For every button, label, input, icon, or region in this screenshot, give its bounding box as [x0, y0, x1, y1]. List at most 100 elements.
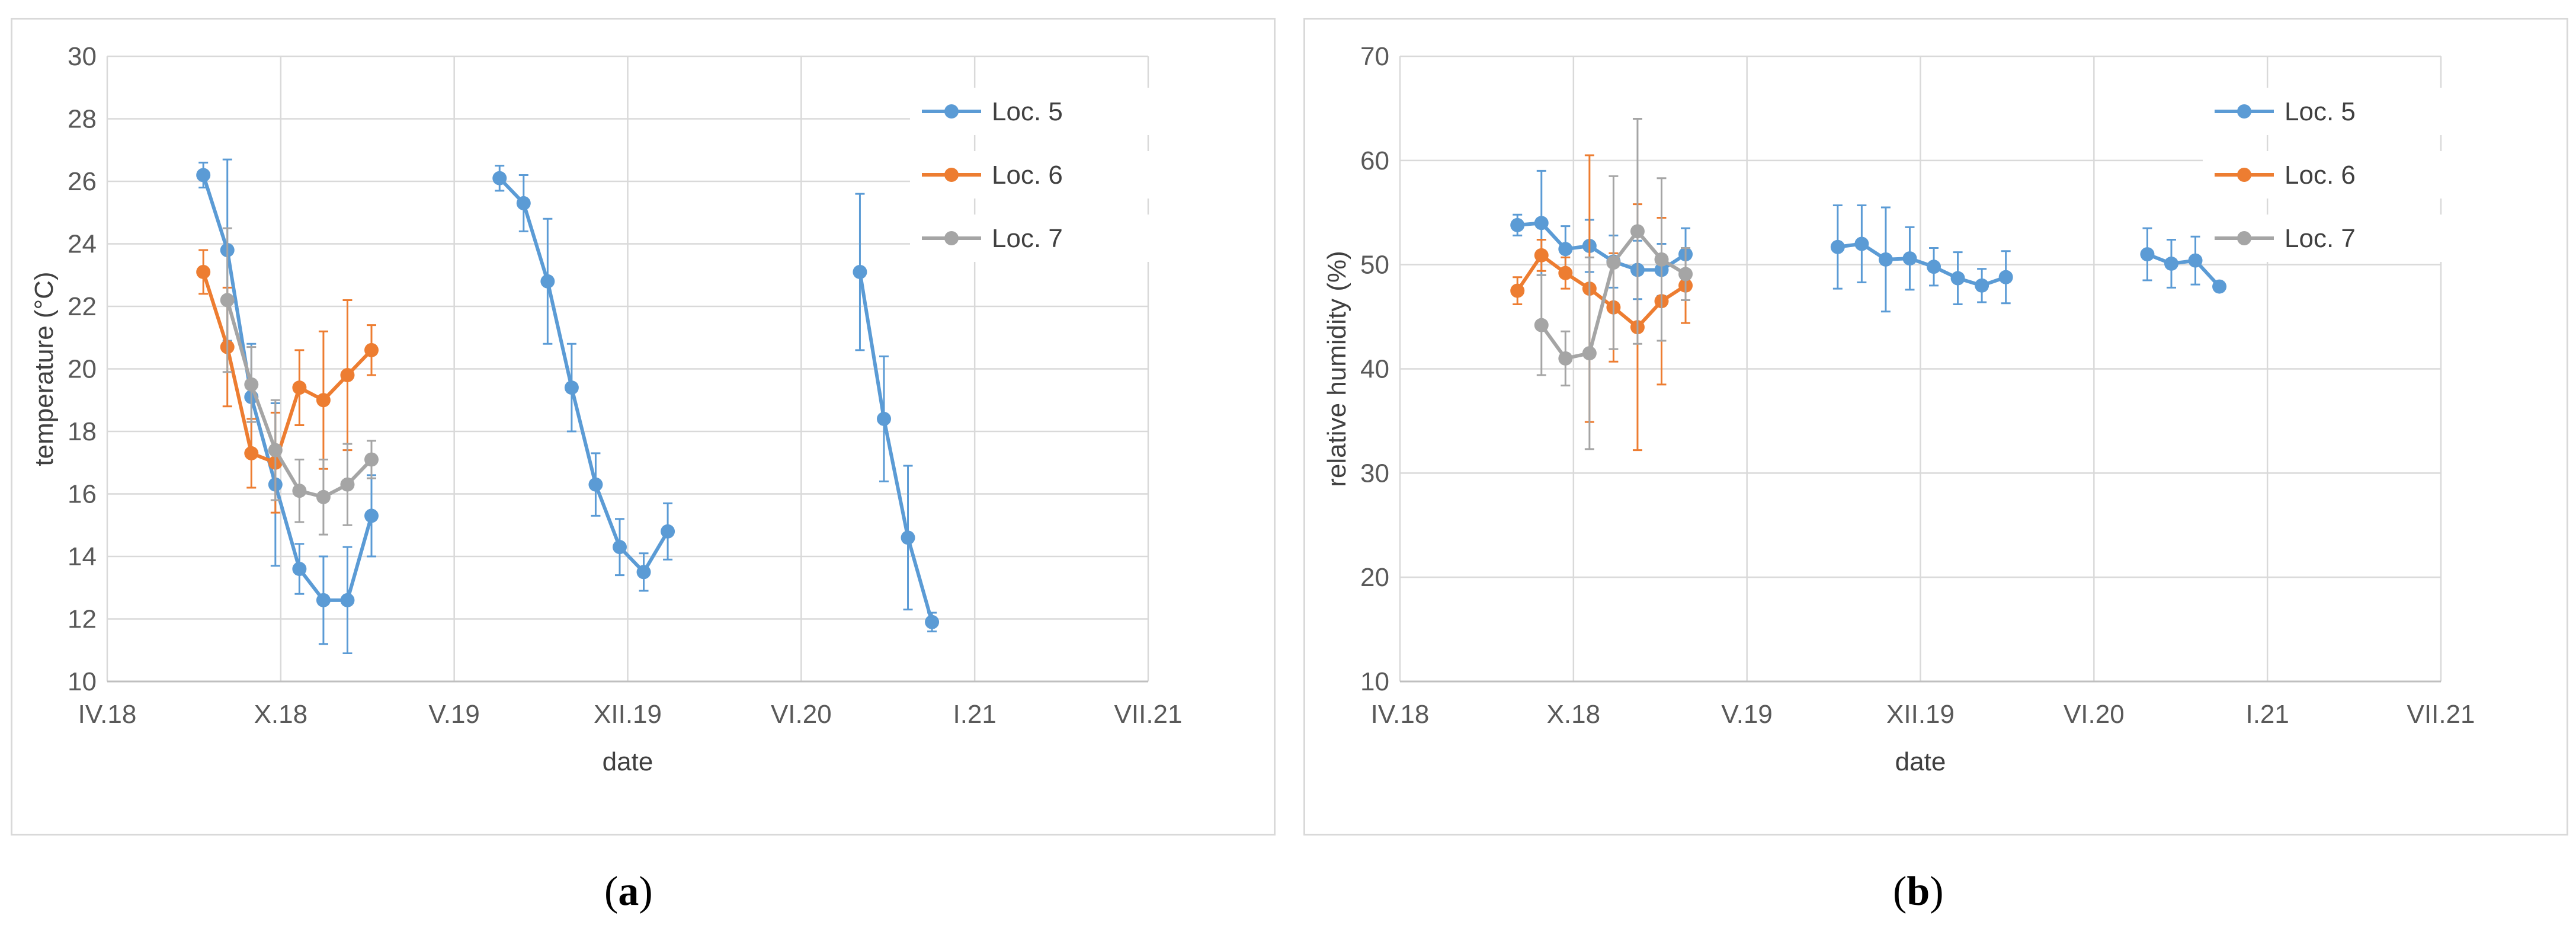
data-point: [2188, 253, 2203, 268]
legend-swatch-marker: [2237, 231, 2251, 245]
data-point: [1902, 251, 1917, 266]
x-tick-label: V.19: [428, 700, 479, 729]
data-point: [1975, 278, 1989, 293]
x-tick-label: VI.20: [2064, 700, 2125, 729]
data-point: [636, 565, 651, 580]
legend-item: Loc. 7: [910, 215, 1159, 262]
x-tick-label: VII.21: [2407, 700, 2475, 729]
data-point: [244, 377, 259, 392]
x-tick-label: X.18: [1547, 700, 1601, 729]
legend-swatch-marker: [2237, 104, 2251, 119]
data-point: [292, 380, 307, 395]
legend-label: Loc. 6: [2285, 161, 2356, 190]
x-axis-title: date: [1895, 747, 1946, 776]
data-point: [1878, 252, 1893, 267]
data-point: [853, 264, 867, 279]
y-tick-label: 22: [68, 292, 97, 321]
series-loc-5: [1510, 169, 2227, 313]
humidity-chart: 10 20 30 40 50 60 70 IV.18 X.18 V.19 XII.19 VI.20 I.…: [1322, 42, 2475, 776]
legend-label: Loc. 6: [992, 161, 1063, 190]
y-axis-title: temperature (°C): [30, 271, 59, 466]
series-loc-7: [1534, 118, 1693, 450]
data-point: [292, 562, 307, 577]
legend-item: Loc. 6: [2203, 151, 2452, 199]
legend-label: Loc. 7: [992, 224, 1063, 253]
data-point: [1630, 224, 1645, 239]
data-point: [2140, 247, 2155, 262]
data-point: [340, 593, 355, 607]
y-tick-label: 12: [68, 605, 97, 634]
data-point: [1927, 260, 1941, 274]
data-point: [220, 293, 235, 308]
series-line: [201, 174, 373, 602]
data-point: [540, 274, 555, 289]
series-loc-6: [196, 249, 379, 514]
data-point: [340, 477, 355, 492]
data-point: [364, 508, 379, 523]
x-tick-label: XII.19: [1886, 700, 1955, 729]
y-tick-label: 40: [1360, 355, 1389, 384]
legend-label: Loc. 5: [2285, 97, 2356, 126]
data-point: [1830, 239, 1845, 254]
series-line: [2146, 252, 2221, 288]
data-point: [1654, 252, 1669, 267]
data-point: [196, 264, 211, 279]
legend-item: Loc. 7: [2203, 215, 2452, 262]
data-point: [316, 593, 331, 607]
y-tick-label: 18: [68, 417, 97, 446]
series-line: [498, 177, 669, 574]
legend-label: Loc. 5: [992, 97, 1063, 126]
data-point: [364, 343, 379, 357]
legend-swatch-marker: [2237, 168, 2251, 182]
data-point: [1678, 267, 1693, 281]
data-point: [1854, 236, 1869, 251]
data-point: [876, 411, 891, 426]
x-tick-label: X.18: [254, 700, 308, 729]
x-tick-label: VII.21: [1114, 700, 1183, 729]
data-point: [1534, 248, 1549, 263]
legend-label: Loc. 7: [2285, 224, 2356, 253]
y-tick-label: 20: [1360, 563, 1389, 592]
y-tick-label: 10: [1360, 667, 1389, 696]
series-loc-5: [196, 158, 940, 655]
data-point: [1558, 265, 1573, 280]
data-point: [364, 452, 379, 467]
y-tick-label: 10: [68, 667, 97, 696]
data-point: [1510, 283, 1525, 298]
legend-item: Loc. 5: [910, 88, 1159, 135]
data-point: [340, 368, 355, 383]
data-point: [196, 168, 211, 183]
legend-swatch-marker: [944, 231, 959, 245]
data-point: [1606, 255, 1621, 270]
y-tick-label: 28: [68, 105, 97, 134]
series-line: [858, 271, 934, 623]
y-axis-title: relative humidity (%): [1322, 251, 1351, 487]
data-point: [925, 614, 940, 629]
data-point: [588, 477, 603, 492]
data-point: [244, 446, 259, 460]
data-point: [2164, 256, 2178, 271]
data-point: [1510, 217, 1525, 232]
data-point: [2212, 279, 2227, 294]
chart-panel-b: 10 20 30 40 50 60 70 IV.18 X.18 V.19 XII.19 VI.20 I.…: [1303, 18, 2568, 836]
data-point: [1534, 216, 1549, 231]
y-tick-label: 16: [68, 480, 97, 509]
y-tick-label: 20: [68, 355, 97, 384]
data-point: [612, 540, 627, 555]
x-tick-label: I.21: [953, 700, 996, 729]
legend-swatch-marker: [944, 104, 959, 119]
data-point: [1998, 270, 2013, 284]
data-point: [268, 443, 283, 457]
y-tick-label: 60: [1360, 146, 1389, 175]
y-tick-label: 24: [68, 230, 97, 259]
y-tick-label: 26: [68, 167, 97, 196]
y-tick-label: 30: [68, 42, 97, 71]
x-tick-label: VI.20: [771, 700, 832, 729]
data-point: [1582, 346, 1597, 361]
data-point: [1558, 242, 1573, 257]
y-tick-label: 50: [1360, 251, 1389, 280]
data-point: [316, 489, 331, 504]
data-point: [492, 171, 507, 185]
data-point: [564, 380, 579, 395]
x-tick-label: IV.18: [78, 700, 137, 729]
